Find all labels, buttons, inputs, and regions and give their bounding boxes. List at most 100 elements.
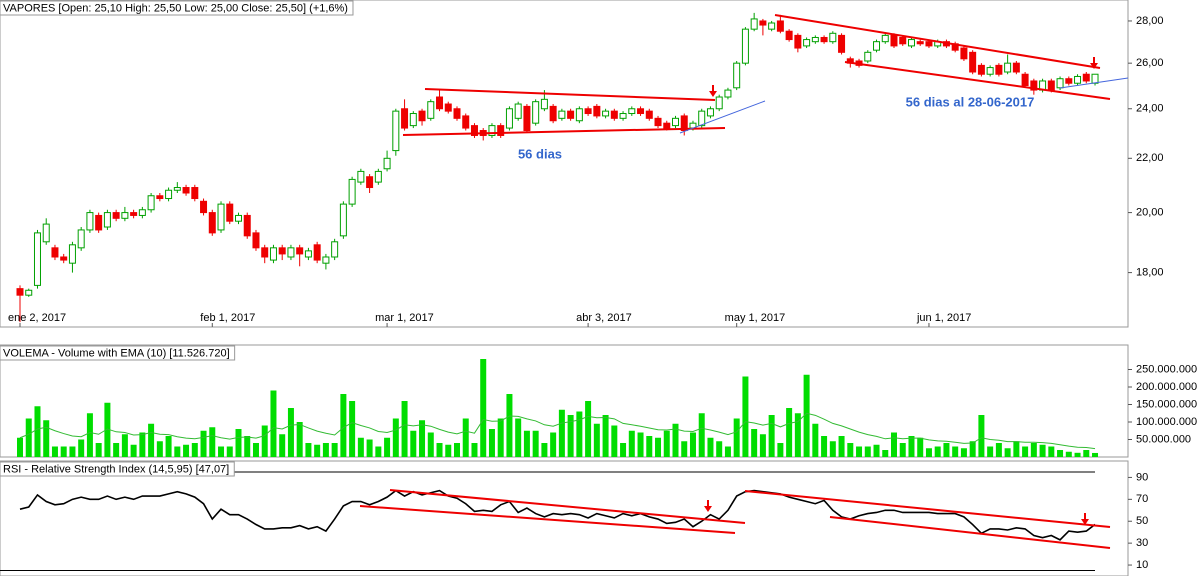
- volume-bar: [174, 446, 181, 457]
- arrow: [1081, 513, 1089, 525]
- candle-body: [383, 157, 391, 170]
- candle-body: [724, 89, 732, 98]
- candle-body: [602, 110, 610, 117]
- candle-body: [829, 32, 837, 43]
- candle-body: [16, 288, 24, 296]
- volume-bar: [419, 420, 426, 457]
- y-tick-label: 24,00: [1136, 103, 1164, 115]
- volume-bar: [751, 429, 758, 457]
- candle-body: [1021, 73, 1029, 87]
- trendline: [774, 14, 1101, 69]
- panel-title: VAPORES [Open: 25,10 High: 25,50 Low: 25…: [0, 0, 354, 16]
- candle-body: [794, 34, 802, 49]
- volume-bar: [742, 376, 749, 457]
- volume-bar: [384, 437, 391, 457]
- candle-body: [95, 214, 103, 231]
- candle-body: [514, 103, 522, 119]
- volume-bar: [593, 423, 600, 457]
- volume-bar: [1074, 452, 1081, 457]
- trendline: [402, 127, 726, 136]
- volume-bar: [209, 427, 216, 457]
- candle-body: [698, 110, 706, 127]
- volume-bar: [567, 415, 574, 457]
- panel: [0, 0, 1129, 328]
- volume-bar: [130, 444, 137, 457]
- trendline: [744, 490, 1111, 528]
- y-tick-label: 90: [1136, 471, 1148, 483]
- volume-bar: [672, 423, 679, 457]
- candle-body: [672, 117, 679, 127]
- volume-bar: [392, 418, 399, 457]
- volume-bar: [480, 359, 487, 457]
- candle-body: [558, 110, 566, 119]
- volume-bar: [1057, 450, 1064, 457]
- volume-bar: [279, 434, 286, 457]
- candle-body: [130, 212, 138, 216]
- trendline: [829, 516, 1111, 549]
- volume-bar: [786, 408, 793, 457]
- volume-bar: [856, 446, 863, 457]
- candle-body: [916, 41, 924, 45]
- candle-body: [60, 256, 68, 261]
- volume-bar: [1004, 448, 1011, 457]
- panel-title: RSI - Relative Strength Index (14,5,95) …: [0, 461, 235, 477]
- volume-bar: [576, 411, 583, 457]
- volume-bar: [488, 429, 495, 457]
- candle-body: [296, 247, 304, 255]
- arrow: [1090, 57, 1098, 69]
- title-box: [0, 461, 235, 477]
- y-tick-label: 30: [1136, 537, 1148, 549]
- x-tick-label: feb 1, 2017: [200, 312, 255, 324]
- candle-body: [112, 212, 120, 219]
- volume-bar: [532, 430, 539, 457]
- volume-bar: [1030, 443, 1037, 457]
- candle-body: [1082, 73, 1090, 82]
- ema-line: [19, 412, 1096, 450]
- volume-bar: [1022, 446, 1029, 457]
- volume-bar: [847, 443, 854, 457]
- volume-bar: [261, 425, 268, 457]
- candle-body: [51, 247, 59, 258]
- candle-body: [287, 247, 295, 258]
- volume-bar: [646, 436, 653, 457]
- candle-body: [200, 200, 208, 214]
- candle-body: [960, 47, 968, 60]
- candle-body: [488, 125, 496, 136]
- candle-body: [706, 108, 714, 117]
- candle-body: [217, 203, 225, 231]
- volume-bar: [252, 443, 259, 457]
- volume-bar: [908, 436, 915, 457]
- candle-body: [1091, 73, 1099, 84]
- volume-bar: [314, 444, 321, 457]
- candle-body: [103, 212, 111, 228]
- volume-bar: [51, 446, 58, 457]
- volume-bar: [226, 446, 233, 457]
- x-tick-label: may 1, 2017: [725, 312, 786, 324]
- volume-bar: [585, 401, 592, 457]
- volume-bar: [838, 436, 845, 457]
- volume-bar: [768, 415, 775, 457]
- candle-body: [969, 51, 977, 73]
- volume-bar: [270, 390, 277, 457]
- candle-body: [838, 34, 846, 53]
- rsi-line: [19, 489, 1096, 541]
- x-tick-label: jun 1, 2017: [916, 312, 971, 324]
- trendline: [679, 100, 766, 134]
- y-tick-label: 26,00: [1136, 57, 1164, 69]
- y-tick-label: 50.000.000: [1136, 433, 1191, 445]
- volume-bar: [1065, 451, 1072, 457]
- volume-bar: [156, 441, 163, 457]
- volume-bar: [454, 443, 460, 457]
- volume-bar: [296, 422, 303, 457]
- candle-body: [252, 232, 260, 249]
- candle-body: [820, 36, 828, 43]
- volume-bar: [803, 374, 810, 457]
- volume-bar: [183, 444, 190, 457]
- volume-bar: [1039, 444, 1046, 457]
- y-tick-label: 28,00: [1136, 15, 1164, 27]
- volume-bar: [628, 430, 635, 457]
- candle-body: [33, 232, 41, 286]
- candle-body: [619, 113, 627, 119]
- volume-bar: [244, 436, 251, 457]
